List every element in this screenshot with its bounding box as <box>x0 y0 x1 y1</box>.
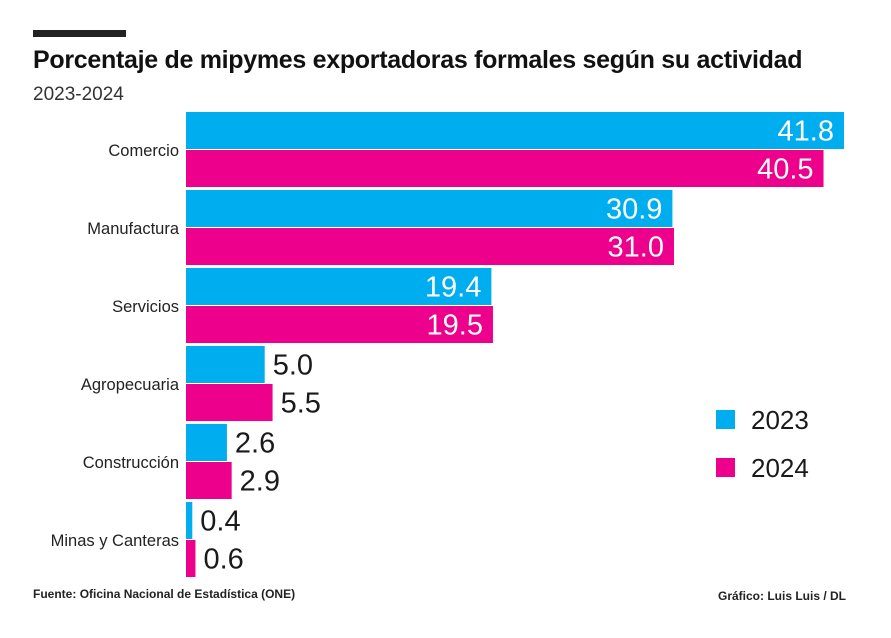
category-label-construccion: Construcción <box>83 454 179 472</box>
legend-swatch-2023 <box>716 410 735 429</box>
value-label-manufactura-2023: 30.9 <box>606 194 662 226</box>
value-label-agropecuaria-2024: 5.5 <box>281 388 321 420</box>
legend-swatch-2024 <box>716 458 735 477</box>
bar-construccion-2024 <box>186 462 232 499</box>
value-label-comercio-2024: 40.5 <box>757 154 813 186</box>
bar-manufactura-2023 <box>186 190 673 227</box>
bar-agropecuaria-2023 <box>186 346 265 383</box>
category-label-minas-y-canteras: Minas y Canteras <box>51 532 179 550</box>
value-label-minas-y-canteras-2023: 0.4 <box>200 506 240 538</box>
value-label-servicios-2024: 19.5 <box>427 310 483 342</box>
value-label-manufactura-2024: 31.0 <box>608 232 664 264</box>
bar-agropecuaria-2024 <box>186 384 273 421</box>
value-label-agropecuaria-2023: 5.0 <box>273 350 313 382</box>
bar-servicios-2024 <box>186 306 493 343</box>
bar-minas-y-canteras-2023 <box>186 502 193 539</box>
source-note: Fuente: Oficina Nacional de Estadística … <box>33 587 295 601</box>
source-label: Fuente: <box>33 587 77 601</box>
legend-label-2024: 2024 <box>751 453 809 483</box>
bar-construccion-2023 <box>186 424 227 461</box>
value-label-comercio-2023: 41.8 <box>778 116 834 148</box>
chart-title: Porcentaje de mipymes exportadoras forma… <box>33 46 803 74</box>
chart-credit: Gráfico: Luis Luis / DL <box>717 589 846 603</box>
title-accent-bar <box>33 30 126 37</box>
chart-subtitle: 2023-2024 <box>33 84 124 105</box>
bar-comercio-2023 <box>186 112 844 149</box>
bar-servicios-2023 <box>186 268 492 305</box>
bar-manufactura-2024 <box>186 228 674 265</box>
value-label-servicios-2023: 19.4 <box>425 272 481 304</box>
legend-label-2023: 2023 <box>751 405 809 435</box>
category-label-comercio: Comercio <box>108 142 179 160</box>
bar-minas-y-canteras-2024 <box>186 540 196 577</box>
category-label-manufactura: Manufactura <box>87 220 180 238</box>
value-label-construccion-2023: 2.6 <box>235 428 275 460</box>
bar-comercio-2024 <box>186 150 824 187</box>
source-text: Oficina Nacional de Estadística (ONE) <box>79 587 296 601</box>
category-label-servicios: Servicios <box>112 298 179 316</box>
category-label-agropecuaria: Agropecuaria <box>81 376 180 394</box>
value-label-minas-y-canteras-2024: 0.6 <box>203 544 243 576</box>
value-label-construccion-2024: 2.9 <box>240 466 280 498</box>
